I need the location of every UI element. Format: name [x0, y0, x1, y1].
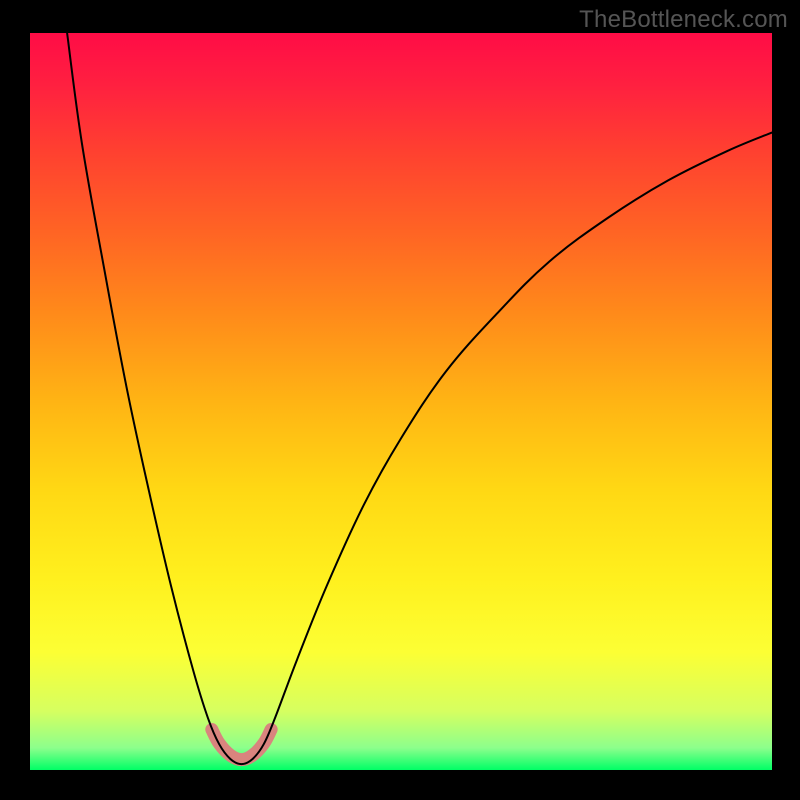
chart-svg [30, 33, 772, 770]
watermark-text: TheBottleneck.com [579, 6, 788, 34]
chart-background [30, 33, 772, 770]
bottleneck-chart [30, 33, 772, 770]
